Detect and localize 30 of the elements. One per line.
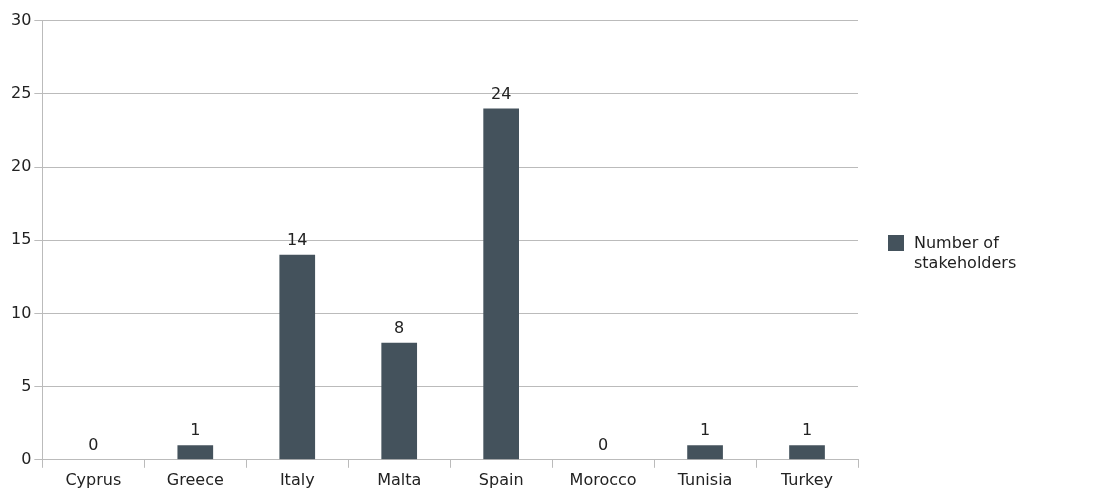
data-label: 1 <box>699 420 711 440</box>
y-tick-label: 30 <box>11 9 32 29</box>
legend-label: Number of stakeholders <box>914 233 1018 273</box>
y-tick-label: 25 <box>11 82 32 102</box>
bar <box>483 108 519 460</box>
data-label: 24 <box>490 83 512 103</box>
bar <box>381 342 418 460</box>
bar <box>177 445 214 460</box>
x-tick-label: Greece <box>166 469 224 489</box>
bar <box>279 254 316 460</box>
data-label: 14 <box>287 230 308 249</box>
y-tick-label: 15 <box>11 229 32 249</box>
y-tick-label: 10 <box>11 302 32 322</box>
x-tick-label: Spain <box>478 469 524 489</box>
data-label: 1 <box>190 420 201 440</box>
bar <box>789 445 825 460</box>
data-label: 8 <box>394 317 405 337</box>
bar <box>687 445 723 460</box>
x-tick-label: Tunisia <box>676 469 733 489</box>
y-tick-label: 0 <box>21 448 32 468</box>
x-tick-label: Cyprus <box>65 469 122 489</box>
x-tick-label: Turkey <box>779 469 834 489</box>
x-tick-label: Morocco <box>569 469 637 489</box>
data-label: 0 <box>88 434 99 454</box>
y-tick-label: 20 <box>11 156 32 176</box>
x-tick-label: Malta <box>377 469 422 489</box>
x-tick-label: Italy <box>279 469 315 489</box>
y-tick-label: 5 <box>21 375 32 395</box>
data-label: 0 <box>598 434 609 454</box>
data-label: 1 <box>801 420 813 440</box>
